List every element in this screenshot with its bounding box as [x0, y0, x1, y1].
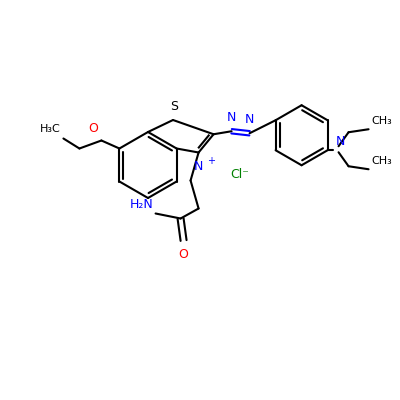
- Text: N: N: [245, 113, 254, 126]
- Text: CH₃: CH₃: [372, 156, 392, 166]
- Text: O: O: [88, 122, 98, 136]
- Text: N: N: [336, 135, 345, 148]
- Text: Cl⁻: Cl⁻: [230, 168, 250, 181]
- Text: H₃C: H₃C: [40, 124, 60, 134]
- Text: O: O: [179, 248, 188, 262]
- Text: +: +: [206, 156, 214, 166]
- Text: N: N: [194, 160, 203, 174]
- Text: CH₃: CH₃: [372, 116, 392, 126]
- Text: H₂N: H₂N: [130, 198, 154, 212]
- Text: N: N: [227, 111, 236, 124]
- Text: S: S: [170, 100, 178, 113]
